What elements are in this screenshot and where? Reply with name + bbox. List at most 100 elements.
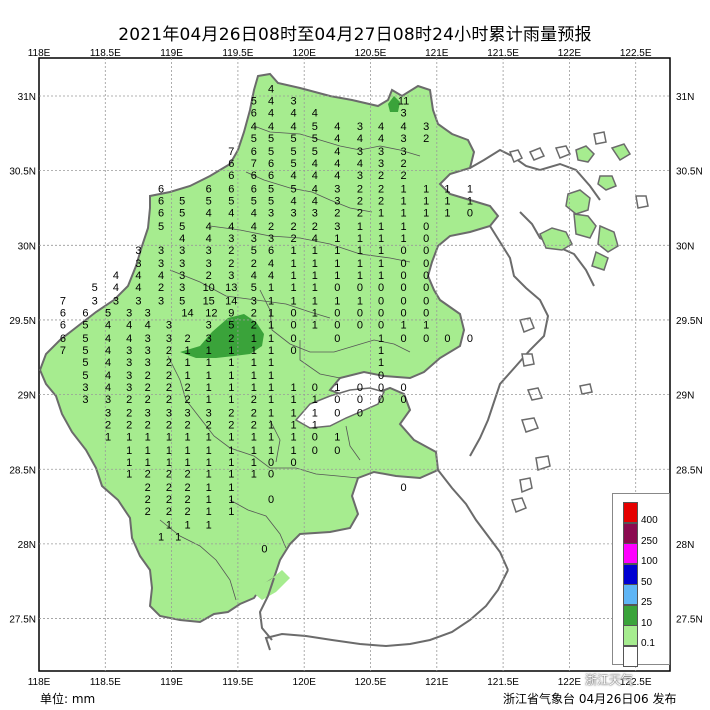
y-tick-right: 30.5N [676,167,703,178]
rainfall-value: 1 [228,494,234,506]
rainfall-value: 11 [398,96,409,108]
rainfall-value: 2 [145,494,151,506]
rainfall-value: 1 [228,431,234,443]
x-tick-top: 121E [425,48,449,59]
unit-label: 单位: mm [40,692,96,706]
rainfall-value: 6 [228,184,234,196]
rainfall-value: 1 [228,382,234,394]
x-tick-top: 118.5E [90,48,121,59]
watermark: 浙江天气 [585,673,634,687]
rainfall-value: 2 [401,158,407,170]
rainfall-value: 3 [378,146,384,158]
rainfall-value: 2 [145,382,151,394]
rainfall-value: 1 [312,319,318,331]
rainfall-value: 5 [251,196,257,208]
map-title: 2021年04月26日08时至04月27日08时24小时累计雨量预报 [118,25,592,45]
rainfall-value: 4 [228,208,234,220]
rainfall-value: 3 [126,370,132,382]
rainfall-value: 5 [228,319,234,331]
rainfall-value: 1 [206,370,212,382]
rainfall-value: 1 [291,445,297,457]
rainfall-value: 3 [179,282,185,294]
rainfall-value: 4 [268,258,274,270]
rainfall-value: 1 [268,357,274,369]
rainfall-value: 0 [378,282,384,294]
rainfall-value: 0 [291,345,297,357]
rainfall-value: 0 [423,296,429,308]
rainfall-value: 1 [423,319,429,331]
rainfall-value: 5 [179,221,185,233]
y-tick-left: 27.5N [9,615,36,626]
rainfall-value: 1 [228,357,234,369]
rainfall-value: 3 [401,133,407,145]
rainfall-value: 2 [423,133,429,145]
rainfall-value: 1 [268,420,274,432]
rainfall-value: 0 [423,282,429,294]
rainfall-value: 5 [268,146,274,158]
rainfall-value: 3 [334,196,340,208]
rainfall-value: 4 [312,107,318,119]
rainfall-value: 13 [225,282,237,294]
rainfall-value: 4 [357,158,363,170]
rainfall-value: 2 [166,382,172,394]
rainfall-value: 3 [184,408,190,420]
legend-swatch [623,563,638,585]
rainfall-value: 2 [166,482,172,494]
rainfall-value: 5 [82,333,88,345]
x-tick-bottom: 122E [558,677,582,688]
rainfall-value: 1 [184,370,190,382]
rainfall-value: 1 [268,382,274,394]
rainfall-value: 5 [251,282,257,294]
rainfall-value: 0 [423,333,429,345]
rainfall-value: 1 [312,270,318,282]
rainfall-value: 2 [401,170,407,182]
rainfall-value: 3 [166,408,172,420]
rainfall-value: 4 [268,96,274,108]
rainfall-value: 2 [334,208,340,220]
rainfall-value: 2 [166,394,172,406]
y-tick-left: 28.5N [9,465,36,476]
rainfall-value: 0 [423,233,429,245]
y-tick-left: 31N [18,92,36,103]
rainfall-value: 2 [184,482,190,494]
rainfall-value: 3 [135,296,141,308]
y-tick-right: 27.5N [676,615,703,626]
legend-label: 400 [641,515,658,526]
rainfall-value: 3 [135,258,141,270]
rainfall-value: 2 [184,506,190,518]
rainfall-value: 0 [423,258,429,270]
rainfall-value: 5 [291,158,297,170]
rainfall-value: 6 [82,308,88,320]
rainfall-value: 1 [228,506,234,518]
rainfall-value: 1 [312,420,318,432]
rainfall-value: 1 [268,319,274,331]
rainfall-value: 6 [60,308,66,320]
rainfall-value: 1 [184,431,190,443]
rainfall-value: 7 [228,146,234,158]
rainfall-value: 2 [145,506,151,518]
x-tick-top: 120.5E [355,48,387,59]
rainfall-value: 1 [251,469,257,481]
rainfall-value: 1 [378,333,384,345]
rainfall-value: 4 [268,270,274,282]
rainfall-value: 3 [401,146,407,158]
rainfall-value: 4 [334,133,340,145]
rainfall-value: 7 [60,296,66,308]
rainfall-value: 3 [158,296,164,308]
rainfall-value: 6 [60,333,66,345]
islands-outline [508,131,649,513]
x-tick-bottom: 122.5E [620,677,652,688]
rainfall-value: 3 [228,233,234,245]
rainfall-value: 3 [82,394,88,406]
rainfall-value: 1 [291,270,297,282]
rainfall-value: 1 [268,431,274,443]
rainfall-value: 5 [251,96,257,108]
rainfall-value: 4 [135,282,141,294]
rainfall-value: 5 [268,133,274,145]
rainfall-value: 5 [268,184,274,196]
rainfall-value: 14 [181,308,193,320]
rainfall-value: 5 [251,133,257,145]
rainfall-value: 4 [268,107,274,119]
rainfall-value: 4 [251,121,257,133]
rainfall-value: 4 [206,208,212,220]
